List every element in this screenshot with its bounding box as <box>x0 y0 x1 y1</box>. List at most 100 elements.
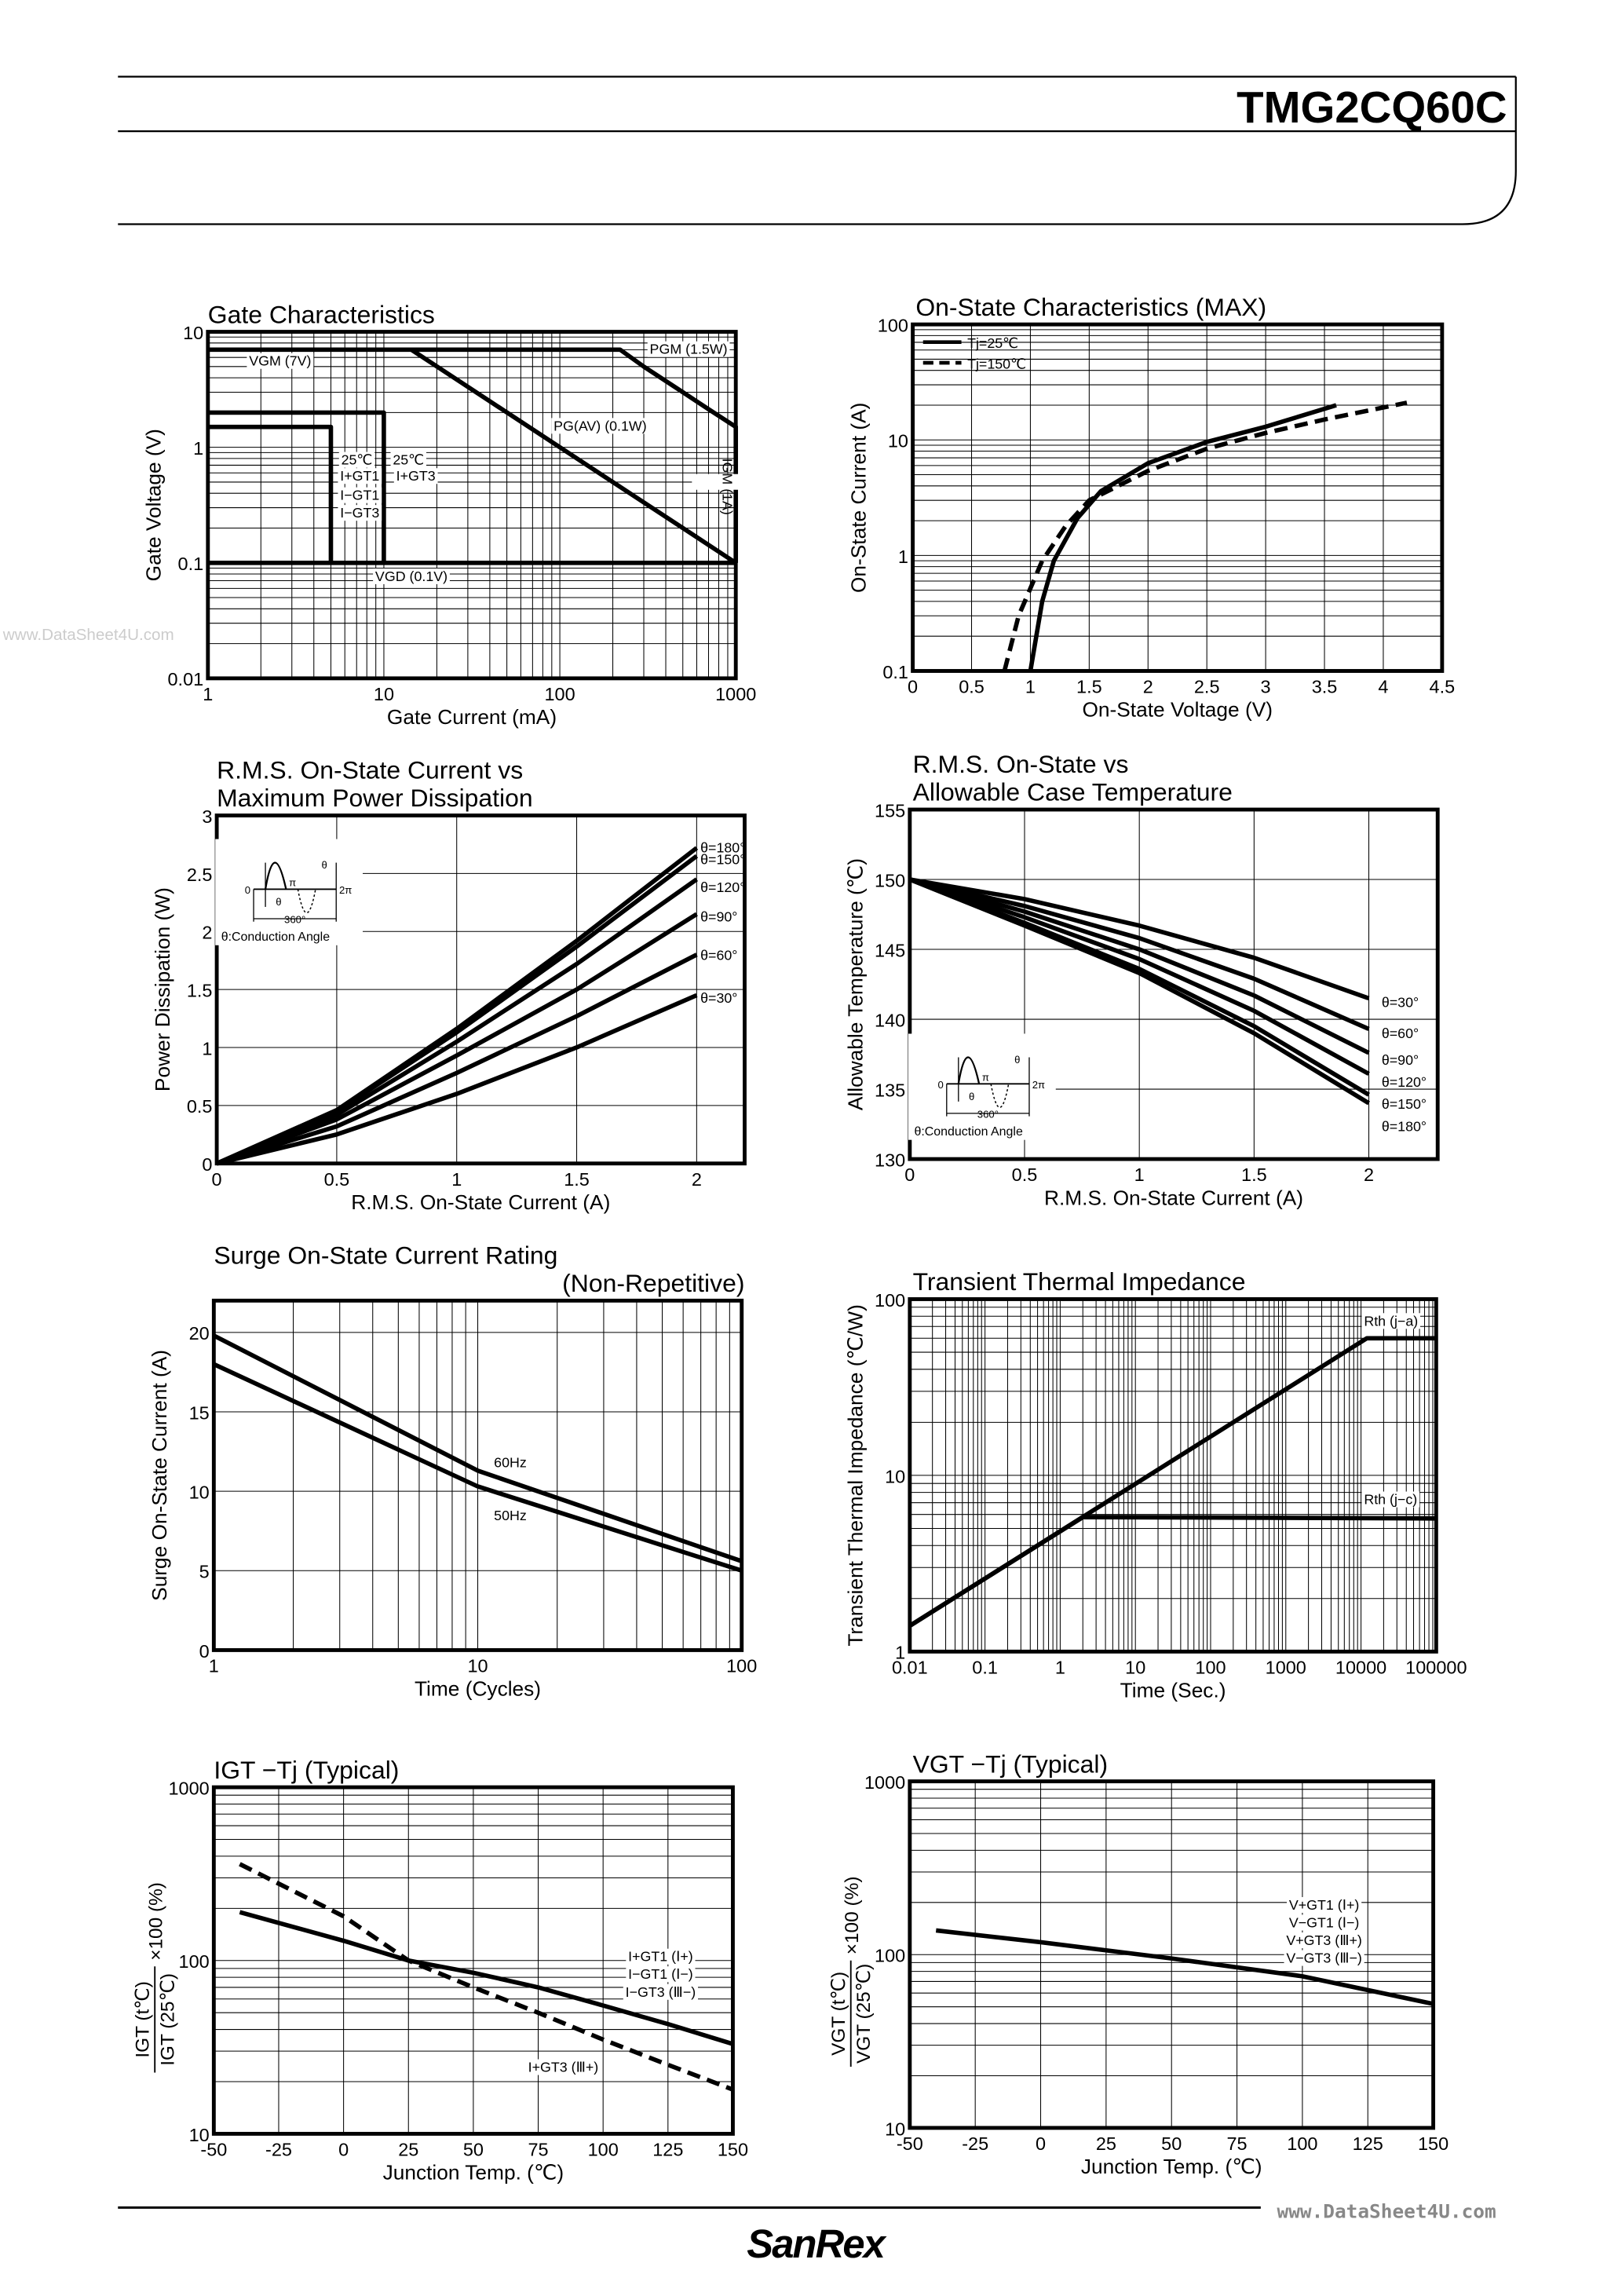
series-label: θ=60° <box>1382 1026 1419 1041</box>
series-label: θ=180° <box>1382 1118 1427 1134</box>
series-line-1 <box>213 1333 743 1563</box>
y-label-numerator: VGT (t℃) <box>828 1972 849 2056</box>
y-tick-label: 155 <box>875 800 905 821</box>
series-line-6 <box>216 993 698 1166</box>
x-tick-label: 25 <box>1096 2133 1116 2154</box>
label-background <box>692 473 754 490</box>
x-tick-label: 1.5 <box>1076 677 1102 697</box>
annotation: V−GT3 (Ⅲ−) <box>1286 1951 1362 1966</box>
y-tick-label: 0.5 <box>187 1096 213 1117</box>
grid <box>909 1781 1434 2128</box>
annotation: IGM (1A) <box>719 459 735 515</box>
label-background <box>338 452 375 468</box>
inset-theta: θ <box>276 896 281 908</box>
annotation: 25℃ <box>393 452 424 468</box>
x-axis-label: On-State Voltage (V) <box>1082 698 1273 722</box>
y-axis-label: On-State Current (A) <box>846 403 870 593</box>
annotation: V−GT1 (Ⅰ−) <box>1289 1915 1359 1931</box>
x-tick-label: -50 <box>897 2133 923 2154</box>
x-tick-label: 0.5 <box>324 1169 350 1190</box>
x-axis-label: Junction Temp. (℃) <box>383 2161 564 2184</box>
x-tick-label: 1.5 <box>1241 1164 1267 1185</box>
y-tick-label: 10 <box>885 1466 905 1486</box>
header-bottom-rule <box>118 76 1517 225</box>
sine-positive-half <box>957 1056 981 1084</box>
x-tick-label: 1 <box>451 1169 462 1190</box>
label-background <box>1361 1313 1420 1329</box>
x-tick-label: 0.5 <box>1012 1164 1038 1185</box>
series-line-4 <box>207 424 334 563</box>
label-background <box>338 505 382 521</box>
inset-caption: θ:Conduction Angle <box>221 930 331 944</box>
chart-8: -50 -25 0 25 50 75 100 125 150 10 100 1000 VGT −Tj (… <box>828 1749 1448 2178</box>
series-line-6 <box>908 877 1370 1106</box>
x-tick-label: 10000 <box>1335 1657 1386 1677</box>
y-label-denominator: VGT (25℃) <box>853 1964 875 2064</box>
series-label: θ=150° <box>700 851 745 867</box>
x-tick-label: 3.5 <box>1312 677 1338 697</box>
y-label-denominator: IGT (25℃) <box>158 1973 179 2066</box>
label-background <box>247 353 314 369</box>
x-axis-label: Gate Current (mA) <box>387 705 557 729</box>
x-tick-label: 150 <box>1418 2133 1448 2154</box>
inset-period: 360° <box>977 1109 999 1121</box>
annotation: V+GT3 (Ⅲ+) <box>1286 1932 1362 1948</box>
series-label: θ=90° <box>700 909 737 925</box>
label-background <box>551 418 649 434</box>
inset-zero: 0 <box>938 1079 944 1091</box>
x-axis-label: Time (Sec.) <box>1120 1679 1226 1702</box>
annotation: VGD (0.1V) <box>375 569 448 584</box>
y-tick-label: 20 <box>189 1323 210 1344</box>
annotation: I−GT1 <box>340 488 379 503</box>
x-axis-label: Junction Temp. (℃) <box>1081 2155 1262 2178</box>
legend-label: Tj=25℃ <box>967 335 1018 351</box>
plot-frame <box>908 1297 1438 1654</box>
y-tick-label: 1 <box>898 547 908 567</box>
sine-positive-half <box>264 861 287 890</box>
y-tick-label: 140 <box>875 1010 905 1030</box>
x-tick-label: 2.5 <box>1194 677 1220 697</box>
y-tick-label: 15 <box>189 1402 210 1423</box>
label-background <box>393 468 438 484</box>
y-tick-label: 100 <box>875 1946 905 1966</box>
label-background <box>626 1966 696 1983</box>
plot-frame <box>911 322 1445 673</box>
annotation: I+GT3 (Ⅲ+) <box>528 2060 599 2075</box>
y-tick-label: 0 <box>202 1154 212 1175</box>
watermark: www.DataSheet4U.com <box>2 626 174 644</box>
inset-background <box>215 839 363 945</box>
label-background <box>338 468 382 484</box>
grid <box>217 815 745 1164</box>
y-tick-label: 150 <box>875 870 905 890</box>
y-axis-label: Transient Thermal Impedance (℃/W) <box>844 1304 868 1647</box>
x-axis-label: R.M.S. On-State Current (A) <box>1044 1186 1303 1209</box>
series-line-1 <box>935 1928 1434 2006</box>
y-tick-label: 0.1 <box>882 662 908 682</box>
plot-frame <box>211 1298 744 1652</box>
y-tick-label: 5 <box>199 1562 210 1582</box>
y-axis-label: Power Dissipation (W) <box>151 887 174 1091</box>
series-label: θ=120° <box>1382 1074 1427 1090</box>
label-background <box>647 341 730 357</box>
y-axis-label: Allowable Temperature (℃) <box>844 858 868 1110</box>
inset-caption: θ:Conduction Angle <box>914 1125 1023 1139</box>
series-line-1 <box>207 347 739 563</box>
x-tick-label: 50 <box>1161 2133 1182 2154</box>
label-background <box>491 1454 529 1471</box>
series-line-1 <box>1028 403 1337 671</box>
label-background <box>373 568 450 584</box>
brand-logo: SanRex <box>747 2221 886 2266</box>
x-tick-label: 10 <box>1125 1657 1145 1677</box>
inset-two-pi: 2π <box>339 884 352 896</box>
inset-theta: θ <box>969 1091 974 1102</box>
y-label-suffix: ×100 (%) <box>146 1882 167 1961</box>
annotation: PGM (1.5W) <box>650 342 728 357</box>
label-background <box>491 1508 529 1524</box>
x-tick-label: 10 <box>374 684 394 704</box>
series-line-2 <box>239 1862 734 2092</box>
